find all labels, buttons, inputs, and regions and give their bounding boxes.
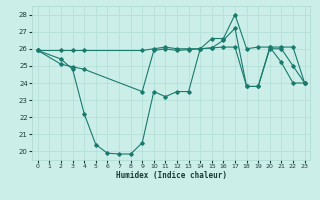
- X-axis label: Humidex (Indice chaleur): Humidex (Indice chaleur): [116, 171, 227, 180]
